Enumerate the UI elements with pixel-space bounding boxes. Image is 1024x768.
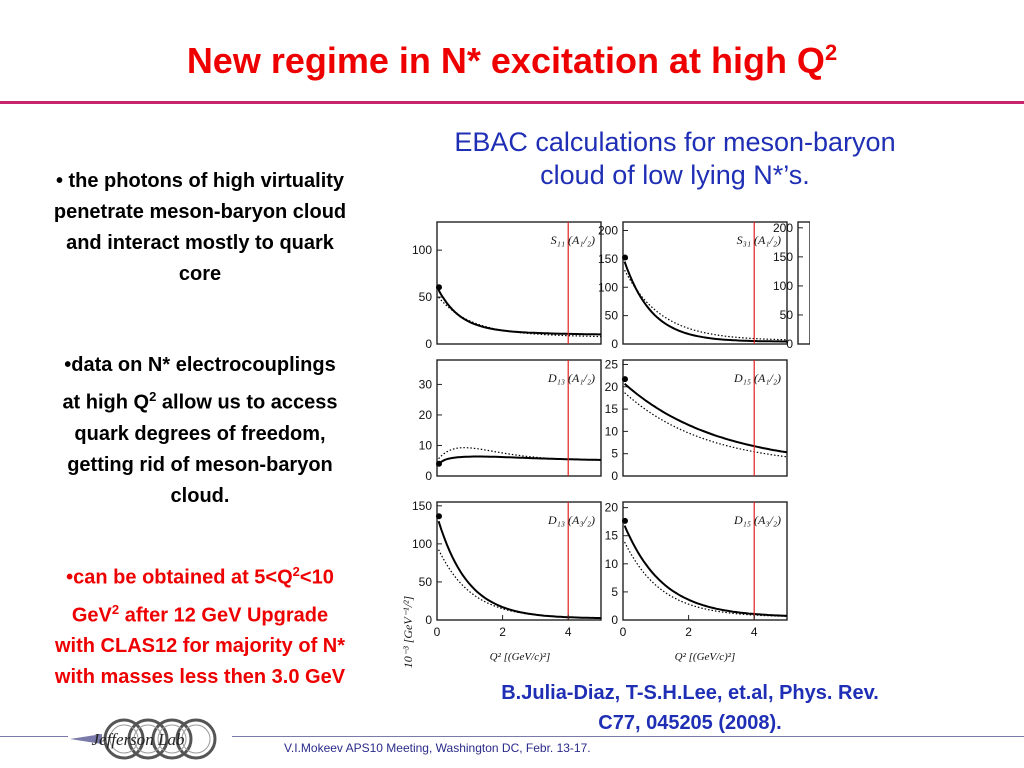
panel-frame	[622, 501, 788, 621]
y-tick-label: 50	[605, 309, 619, 323]
panel-label: D₁₃ (A₃/₂)	[547, 513, 595, 527]
y-axis-label: 10⁻³ [GeV⁻¹/²]	[401, 595, 415, 668]
solid-curve	[437, 520, 602, 620]
solid-curve	[623, 261, 787, 343]
panel-frame	[436, 501, 602, 621]
jefferson-lab-logo: Jefferson Lab	[70, 718, 217, 760]
y-tick-label: 15	[605, 529, 619, 543]
panel-frame	[436, 359, 602, 477]
panel-frame	[622, 221, 788, 345]
data-point	[622, 517, 628, 524]
x-tick-label: 0	[620, 625, 627, 639]
panel-frame	[436, 221, 602, 345]
y-tick-label: 200	[598, 224, 618, 238]
panel-label: D₁₅ (A₁/₂)	[733, 371, 781, 385]
bullet-1: • the photons of high virtuality penetra…	[53, 170, 347, 285]
y-tick-label: 200	[773, 221, 793, 235]
slide-title: New regime in N* excitation at high Q2	[186, 40, 838, 81]
panel-label: S₁₁ (A₁/₂)	[551, 233, 595, 247]
dotted-curve	[438, 549, 602, 619]
title-divider	[0, 101, 1024, 104]
bullet-2: •data on N* electrocouplings at high Q2 …	[62, 354, 338, 507]
plots-subtitle: EBAC calculations for meson-baryon cloud…	[454, 127, 896, 190]
y-tick-label: 150	[773, 250, 793, 264]
y-tick-label: 0	[611, 337, 618, 351]
data-point	[436, 284, 442, 291]
footer-text: V.I.Mokeev APS10 Meeting, Washington DC,…	[284, 741, 591, 755]
y-tick-label: 0	[786, 337, 793, 351]
footer-rule-left	[0, 736, 68, 737]
y-tick-label: 150	[598, 252, 618, 266]
y-tick-label: 0	[425, 469, 432, 483]
panel-frame	[622, 359, 788, 477]
y-tick-label: 100	[412, 537, 432, 551]
y-tick-label: 20	[419, 408, 433, 422]
y-tick-label: 20	[605, 501, 619, 515]
y-tick-label: 0	[611, 469, 618, 483]
y-tick-label: 100	[598, 280, 618, 294]
y-tick-label: 20	[605, 380, 619, 394]
panel-label: D₁₃ (A₁/₂)	[547, 371, 595, 385]
dotted-curve	[624, 269, 788, 341]
data-point	[622, 254, 628, 261]
y-tick-label: 30	[419, 377, 433, 391]
y-tick-label: 15	[605, 402, 619, 416]
data-point	[436, 513, 442, 520]
x-tick-label: 2	[499, 625, 506, 639]
data-point	[622, 376, 628, 383]
y-tick-label: 10	[419, 438, 433, 452]
y-tick-label: 50	[780, 308, 794, 322]
x-axis-label: Q² [(GeV/c)²]	[675, 651, 736, 663]
y-tick-label: 10	[605, 424, 619, 438]
dotted-curve	[438, 296, 601, 338]
y-tick-label: 25	[605, 357, 619, 371]
x-axis-label: Q² [(GeV/c)²]	[490, 651, 551, 663]
x-tick-label: 0	[434, 625, 441, 639]
x-tick-label: 4	[565, 625, 572, 639]
x-tick-label: 4	[751, 625, 758, 639]
y-tick-label: 0	[425, 337, 432, 351]
dotted-curve	[624, 541, 788, 617]
y-tick-label: 0	[611, 613, 618, 627]
y-tick-label: 50	[419, 575, 433, 589]
y-tick-label: 0	[425, 613, 432, 627]
solid-curve	[437, 289, 601, 336]
x-tick-label: 2	[685, 625, 692, 639]
solid-curve	[437, 455, 601, 466]
bullet-3: •can be obtained at 5<Q2<10 GeV2 after 1…	[54, 564, 346, 689]
panel-label: S₃₁ (A₁/₂)	[737, 233, 781, 247]
svg-text:Jefferson Lab: Jefferson Lab	[91, 730, 184, 749]
y-tick-label: 150	[412, 499, 432, 513]
footer-rule-right	[232, 736, 1024, 737]
panel-frame	[797, 221, 810, 345]
citation: B.Julia-Diaz, T-S.H.Lee, et.al, Phys. Re…	[501, 682, 879, 734]
y-tick-label: 100	[773, 279, 793, 293]
y-tick-label: 5	[611, 447, 618, 461]
y-tick-label: 10	[605, 557, 619, 571]
y-tick-label: 50	[419, 290, 433, 304]
y-tick-label: 5	[611, 585, 618, 599]
dotted-curve	[438, 447, 601, 461]
solid-curve	[623, 525, 788, 617]
panel-label: D₁₅ (A₃/₂)	[733, 513, 781, 527]
data-point	[436, 460, 442, 467]
y-tick-label: 100	[412, 243, 432, 257]
solid-curve	[623, 383, 788, 454]
